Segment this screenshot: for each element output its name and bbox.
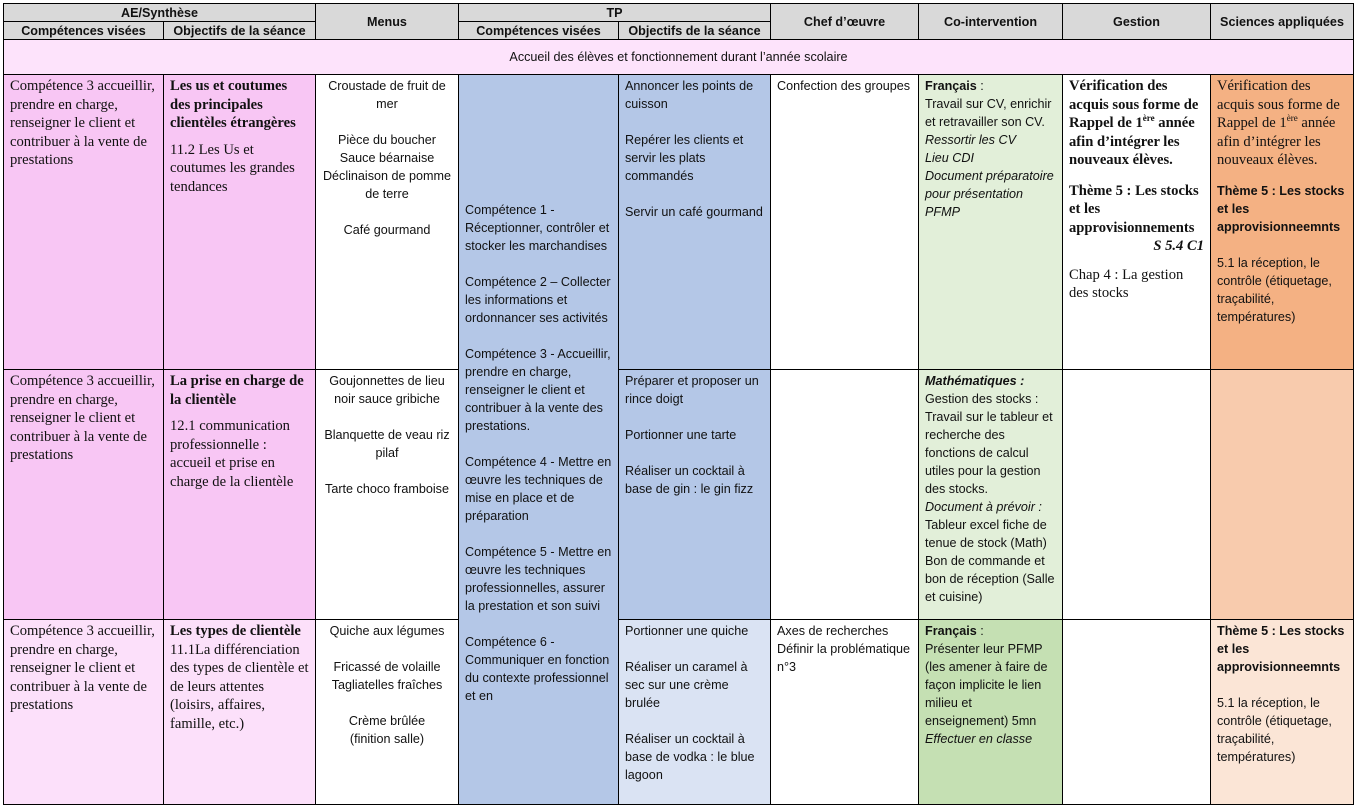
co-italic: Document à prévoir :: [925, 500, 1042, 514]
table-row: Compétence 3 accueillir, prendre en char…: [3, 74, 1354, 805]
header-sciences-appliquees: Sciences appliquées: [1210, 3, 1354, 40]
co-text: Travail sur CV, enrichir et retravailler…: [925, 97, 1052, 129]
objectif-title: Les types de clientèle: [170, 623, 301, 639]
tp-objectif: Servir un café gourmand: [625, 205, 763, 219]
gestion-cell: Vérification des acquis sous forme de Ra…: [1062, 74, 1211, 370]
co-italic: Document préparatoire pour présentation …: [925, 169, 1054, 219]
sciences-theme: Thème 5 : Les stocks et les approvisionn…: [1217, 183, 1345, 234]
sciences-theme: Thème 5 : Les stocks et les approvisionn…: [1217, 624, 1345, 674]
gestion-chap: Chap 4 : La gestion des stocks: [1069, 266, 1184, 302]
progression-table: AE/Synthèse Menus TP Chef d’œuvre Co-int…: [3, 3, 1354, 805]
header-gestion: Gestion: [1062, 3, 1211, 40]
objectif-title: La prise en charge de la clientèle: [170, 373, 304, 408]
co-text: Présenter leur PFMP (les amener à faire …: [925, 642, 1048, 728]
sciences-cell: Thème 5 : Les stocks et les approvisionn…: [1210, 619, 1354, 805]
header-ae-synthese: AE/Synthèse: [3, 3, 316, 22]
header-chef-oeuvre: Chef d’œuvre: [770, 3, 919, 40]
table-row: Compétence 3 accueillir, prendre en char…: [3, 369, 1354, 620]
header-co-intervention: Co-intervention: [918, 3, 1063, 40]
co-intervention-cell: Français : Travail sur CV, enrichir et r…: [918, 74, 1063, 370]
gestion-cell: [1062, 369, 1211, 620]
chef-oeuvre-cell: Confection des groupes: [770, 74, 919, 370]
sciences-text: 5.1 la réception, le contrôle (étiquetag…: [1217, 696, 1332, 764]
menu-item: Blanquette de veau riz pilaf: [324, 428, 450, 460]
tp-objectif: Réaliser un cocktail à base de vodka : l…: [625, 732, 755, 782]
tp-competence: Compétence 2 – Collecter les information…: [465, 275, 611, 325]
chef-oeuvre-cell: Axes de recherches Définir la problémati…: [770, 619, 919, 805]
co-italic: Ressortir les CV: [925, 133, 1016, 147]
menu-item: Déclinaison de pomme de terre: [322, 169, 452, 201]
tp-competence: Compétence 4 - Mettre en œuvre les techn…: [465, 455, 612, 523]
menus-cell: Quiche aux légumes Fricassé de volaille …: [315, 619, 459, 805]
header-objectifs-seance: Objectifs de la séance: [163, 21, 316, 40]
chef-oeuvre-text: Axes de recherches: [777, 624, 889, 638]
header-tp: TP: [458, 3, 771, 22]
tp-objectif: Préparer et proposer un rince doigt: [625, 374, 759, 406]
tp-competence: Compétence 6 - Communiquer en fonction d…: [465, 635, 610, 703]
tp-objectif: Portionner une tarte: [625, 428, 737, 442]
menu-item: Pièce du boucher: [337, 133, 437, 147]
sciences-cell: Vérification des acquis sous forme de Ra…: [1210, 74, 1354, 370]
co-text: Bon de commande et bon de réception (Sal…: [925, 554, 1055, 604]
menu-item: Sauce béarnaise: [339, 151, 435, 165]
menu-item: Quiche aux légumes: [329, 624, 445, 638]
competence-cell: Compétence 3 accueillir, prendre en char…: [3, 369, 164, 620]
menus-cell: Croustade de fruit de mer Pièce du bouch…: [315, 74, 459, 370]
accueil-row: Accueil des élèves et fonctionnement dur…: [3, 39, 1354, 75]
header-competences-visees: Compétences visées: [3, 21, 164, 40]
co-intervention-cell: Français : Présenter leur PFMP (les amen…: [918, 619, 1063, 805]
menu-item: Tagliatelles fraîches: [331, 678, 443, 692]
header-tp-objectifs-seance: Objectifs de la séance: [618, 21, 771, 40]
menu-item: Croustade de fruit de mer: [328, 79, 446, 111]
header-menus: Menus: [315, 3, 459, 40]
objectif-text: 12.1 communication professionnelle : acc…: [170, 418, 294, 490]
header-tp-competences-visees: Compétences visées: [458, 21, 619, 40]
menu-item: (finition salle): [349, 732, 425, 746]
tp-competence: Compétence 1 - Réceptionner, contrôler e…: [465, 203, 610, 253]
objectif-cell: Les types de clientèle 11.1La différenci…: [163, 619, 316, 805]
co-italic: Lieu CDI: [925, 151, 974, 165]
competence-cell: Compétence 3 accueillir, prendre en char…: [3, 619, 164, 805]
co-text: Tableur excel fiche de tenue de stock (M…: [925, 518, 1047, 550]
table-row: Compétence 3 accueillir, prendre en char…: [3, 619, 1354, 805]
tp-competence: Compétence 3 - Accueillir, prendre en ch…: [465, 347, 611, 433]
co-italic: Effectuer en classe: [925, 732, 1033, 746]
chef-oeuvre-text: Définir la problématique n°3: [777, 642, 911, 674]
co-subject: Mathématiques :: [925, 374, 1025, 388]
menu-item: Tarte choco framboise: [325, 482, 449, 496]
gestion-verification: Vérification des acquis sous forme de Ra…: [1069, 78, 1199, 168]
sciences-text: 5.1 la réception, le contrôle (étiquetag…: [1217, 255, 1332, 324]
co-intervention-cell: Mathématiques : Gestion des stocks : Tra…: [918, 369, 1063, 620]
chef-oeuvre-cell: [770, 369, 919, 620]
tp-objectif: Portionner une quiche: [625, 624, 749, 638]
menu-item: Café gourmand: [343, 223, 431, 237]
tp-objectif: Repérer les clients et servir les plats …: [625, 133, 744, 183]
competence-cell: Compétence 3 accueillir, prendre en char…: [3, 74, 164, 370]
tp-competence: Compétence 5 - Mettre en œuvre les techn…: [465, 545, 612, 613]
menu-item: Fricassé de volaille: [333, 660, 441, 674]
tp-objectif: Réaliser un cocktail à base de gin : le …: [625, 464, 754, 496]
objectif-title: Les us et coutumes des principales clien…: [170, 78, 296, 131]
co-text: Gestion des stocks : Travail sur le tabl…: [925, 392, 1053, 496]
gestion-ref: S 5.4 C1: [1153, 238, 1204, 254]
tp-objectifs-cell: Portionner une quiche Réaliser un carame…: [618, 619, 771, 805]
tp-competences-cell: Compétence 1 - Réceptionner, contrôler e…: [458, 74, 619, 805]
menu-item: Goujonnettes de lieu noir sauce gribiche: [329, 374, 445, 406]
objectif-cell: Les us et coutumes des principales clien…: [163, 74, 316, 370]
menu-item: Crème brûlée: [348, 714, 426, 728]
objectif-cell: La prise en charge de la clientèle 12.1 …: [163, 369, 316, 620]
co-subject: Français: [925, 624, 977, 638]
co-subject: Français: [925, 79, 977, 93]
menus-cell: Goujonnettes de lieu noir sauce gribiche…: [315, 369, 459, 620]
sciences-verification: Vérification des acquis sous forme de Ra…: [1217, 78, 1340, 168]
tp-objectifs-cell: Annoncer les points de cuisson Repérer l…: [618, 74, 771, 370]
gestion-cell: [1062, 619, 1211, 805]
sciences-cell: [1210, 369, 1354, 620]
objectif-text: 11.1La différenciation des types de clie…: [170, 641, 309, 732]
tp-objectif: Annoncer les points de cuisson: [625, 79, 754, 111]
tp-objectifs-cell: Préparer et proposer un rince doigt Port…: [618, 369, 771, 620]
tp-objectif: Réaliser un caramel à sec sur une crème …: [625, 660, 748, 710]
objectif-text: 11.2 Les Us et coutumes les grandes tend…: [170, 141, 295, 195]
gestion-theme: Thème 5 : Les stocks et les approvisionn…: [1069, 182, 1199, 236]
